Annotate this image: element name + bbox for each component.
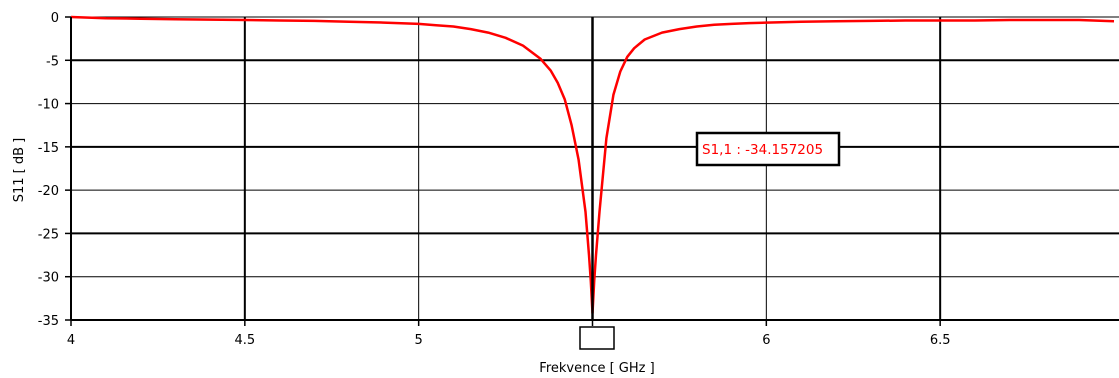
x-tick-label: 6: [762, 333, 770, 348]
y-axis-label: S11 [ dB ]: [12, 138, 27, 203]
y-tick-label: -15: [38, 141, 59, 156]
x-axis-label: Frekvence [ GHz ]: [539, 361, 654, 376]
y-tick-label: 0: [51, 11, 59, 26]
x-tick-label: 6.5: [930, 333, 951, 348]
y-tick-label: -5: [46, 54, 59, 69]
x-axis-marker-box: [579, 326, 615, 350]
y-tick-label: -10: [38, 98, 59, 113]
x-tick-label: 5: [415, 333, 423, 348]
y-tick-label: -35: [38, 314, 59, 329]
marker-label: S1,1 : -34.157205: [695, 131, 841, 167]
x-tick-label: 4: [67, 333, 75, 348]
axes: [65, 16, 1119, 326]
x-tick-label: 4.5: [234, 333, 255, 348]
y-tick-label: -20: [38, 184, 59, 199]
y-tick-label: -25: [38, 227, 59, 242]
marker-label-text: S1,1 : -34.157205: [702, 142, 823, 158]
marker-label-box: [695, 131, 841, 167]
y-tick-label: -30: [38, 271, 59, 286]
x-marker-rect: [579, 326, 615, 350]
